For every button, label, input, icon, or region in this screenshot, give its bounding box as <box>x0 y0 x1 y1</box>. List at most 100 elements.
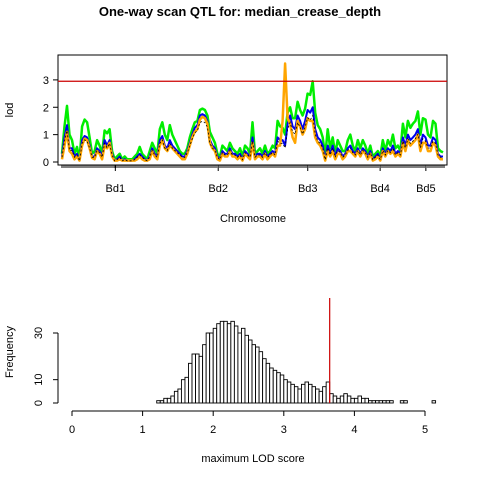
histogram-bar <box>166 397 172 404</box>
scan-y-tick-label: 3 <box>43 75 49 87</box>
hist-x-tick-label: 2 <box>210 424 216 436</box>
histogram-bar <box>177 388 182 404</box>
hist-x-tick-label: 3 <box>281 424 287 436</box>
histogram-bar <box>403 400 408 404</box>
histogram-bar <box>385 400 391 404</box>
histogram-bar <box>353 397 359 404</box>
histogram-bar <box>262 358 267 404</box>
hist-y-axis-label: Frequency <box>4 326 16 378</box>
hist-x-tick-label: 5 <box>422 424 428 436</box>
hist-y-tick-label: 30 <box>33 327 45 339</box>
histogram-bar <box>293 386 299 404</box>
histogram-bar <box>286 381 292 404</box>
histogram-bar <box>311 386 317 404</box>
scan-y-axis: 0 1 2 3 <box>43 75 59 169</box>
chart-title: One-way scan QTL for: median_crease_dept… <box>99 4 381 19</box>
histogram-bar <box>226 323 232 404</box>
hist-y-tick-label: 0 <box>33 400 45 406</box>
histogram-bar <box>191 353 197 404</box>
hist-x-axis-label: maximum LOD score <box>201 453 304 465</box>
histogram-bar <box>378 400 384 404</box>
histogram-bar <box>163 397 168 404</box>
histogram-bar <box>304 381 309 404</box>
hist-y-axis: 0 10 30 <box>33 327 59 406</box>
lod-series-line <box>61 114 443 163</box>
histogram-bar <box>156 400 161 404</box>
histogram-bar <box>195 353 200 404</box>
histogram-bar <box>350 397 355 404</box>
histogram-bar <box>216 323 221 404</box>
histogram-bar <box>279 374 285 404</box>
scan-y-axis-label: lod <box>4 103 16 118</box>
histogram-bar <box>343 393 348 404</box>
histogram-bar <box>265 362 271 404</box>
histogram-bar <box>290 383 295 404</box>
histogram-bar <box>336 397 341 404</box>
histogram-bar <box>258 351 264 404</box>
histogram-bar <box>170 395 175 404</box>
histogram-bar <box>308 383 313 404</box>
histogram-bar <box>375 400 380 404</box>
chromosome-label: Bd4 <box>370 183 390 195</box>
histogram-bar <box>180 379 186 404</box>
lod-scan-chart: 0 1 2 3 Bd1 Bd2 Bd3 Bd4 Bd5 lod Chromosome <box>4 54 448 225</box>
histogram-bar <box>368 400 373 404</box>
histogram-bar <box>346 395 352 404</box>
histogram-bar <box>315 388 320 404</box>
histogram-bar <box>382 400 387 404</box>
histogram-bar <box>371 400 377 404</box>
histogram-bar <box>301 383 306 404</box>
histogram-bar <box>159 400 165 404</box>
histogram-bar <box>276 372 281 404</box>
histogram-bar <box>240 327 246 404</box>
lod-series-line <box>60 80 444 161</box>
histogram-bar <box>251 344 257 404</box>
histogram-bars <box>156 298 437 404</box>
histogram-bar <box>332 395 338 404</box>
histogram-bar <box>202 344 207 404</box>
scan-x-axis-label: Chromosome <box>220 213 286 225</box>
scan-series <box>58 62 447 163</box>
histogram-bar <box>184 376 189 404</box>
histogram-bar <box>244 334 249 404</box>
histogram-bar <box>283 379 288 404</box>
histogram-bar <box>339 395 345 404</box>
histogram-bar <box>389 400 394 404</box>
hist-x-tick-label: 1 <box>140 424 146 436</box>
histogram-bar <box>357 395 362 404</box>
hist-x-tick-label: 0 <box>69 424 75 436</box>
histogram-bar <box>188 362 193 404</box>
histogram-bar <box>248 339 253 404</box>
scan-y-tick-label: 1 <box>43 130 49 142</box>
hist-x-axis: 0 1 2 3 4 5 <box>69 410 428 436</box>
chromosome-label: Bd3 <box>298 183 318 195</box>
histogram-bar <box>318 390 324 404</box>
histogram-bar <box>237 332 242 404</box>
scan-x-axis: Bd1 Bd2 Bd3 Bd4 Bd5 <box>58 164 447 195</box>
hist-x-tick-label: 4 <box>351 424 357 436</box>
hist-y-tick-label: 10 <box>33 374 45 386</box>
histogram-bar <box>255 346 260 404</box>
chromosome-label: Bd5 <box>416 183 436 195</box>
histogram-bar <box>223 320 228 404</box>
histogram-bar <box>272 369 278 404</box>
histogram-bar <box>233 325 239 404</box>
histogram-bar <box>209 332 214 404</box>
histogram-bar <box>431 400 437 404</box>
histogram-bar <box>322 386 327 404</box>
chromosome-label: Bd1 <box>106 183 126 195</box>
histogram-bar <box>219 320 225 404</box>
histogram-bar <box>361 397 366 404</box>
scan-y-tick-label: 0 <box>43 157 49 169</box>
histogram-bar <box>269 367 274 404</box>
histogram-bar <box>173 390 179 404</box>
histogram-bar <box>399 400 405 404</box>
lod-histogram-chart: 0 10 30 0 1 2 3 4 5 Frequency maximum LOD score <box>4 298 437 465</box>
histogram-bar <box>205 332 211 404</box>
histogram-bar <box>230 320 235 404</box>
chromosome-label: Bd2 <box>208 183 228 195</box>
histogram-bar <box>364 397 369 404</box>
histogram-bar <box>297 388 302 404</box>
scan-y-tick-label: 2 <box>43 102 49 114</box>
